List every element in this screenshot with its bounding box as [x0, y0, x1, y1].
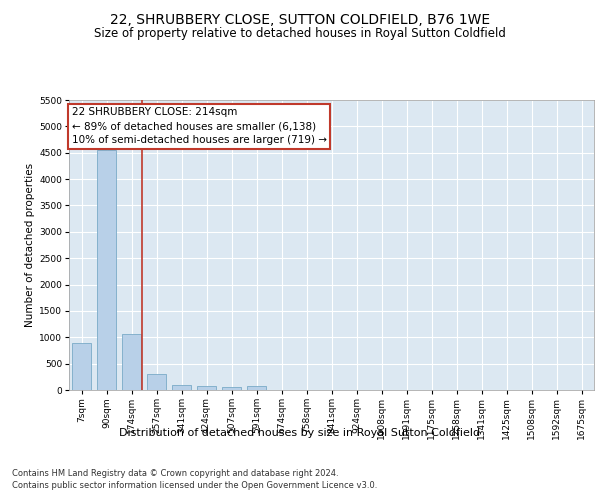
Text: 22 SHRUBBERY CLOSE: 214sqm
← 89% of detached houses are smaller (6,138)
10% of s: 22 SHRUBBERY CLOSE: 214sqm ← 89% of deta…: [71, 108, 326, 146]
Bar: [197, 386, 216, 390]
Bar: [172, 385, 191, 390]
Bar: [247, 386, 266, 390]
Text: Contains public sector information licensed under the Open Government Licence v3: Contains public sector information licen…: [12, 481, 377, 490]
Bar: [122, 334, 141, 390]
Text: 22, SHRUBBERY CLOSE, SUTTON COLDFIELD, B76 1WE: 22, SHRUBBERY CLOSE, SUTTON COLDFIELD, B…: [110, 12, 490, 26]
Bar: [222, 387, 241, 390]
Bar: [97, 150, 116, 390]
Text: Contains HM Land Registry data © Crown copyright and database right 2024.: Contains HM Land Registry data © Crown c…: [12, 469, 338, 478]
Bar: [147, 374, 166, 390]
Text: Size of property relative to detached houses in Royal Sutton Coldfield: Size of property relative to detached ho…: [94, 28, 506, 40]
Y-axis label: Number of detached properties: Number of detached properties: [25, 163, 35, 327]
Bar: [72, 343, 91, 390]
Text: Distribution of detached houses by size in Royal Sutton Coldfield: Distribution of detached houses by size …: [119, 428, 481, 438]
